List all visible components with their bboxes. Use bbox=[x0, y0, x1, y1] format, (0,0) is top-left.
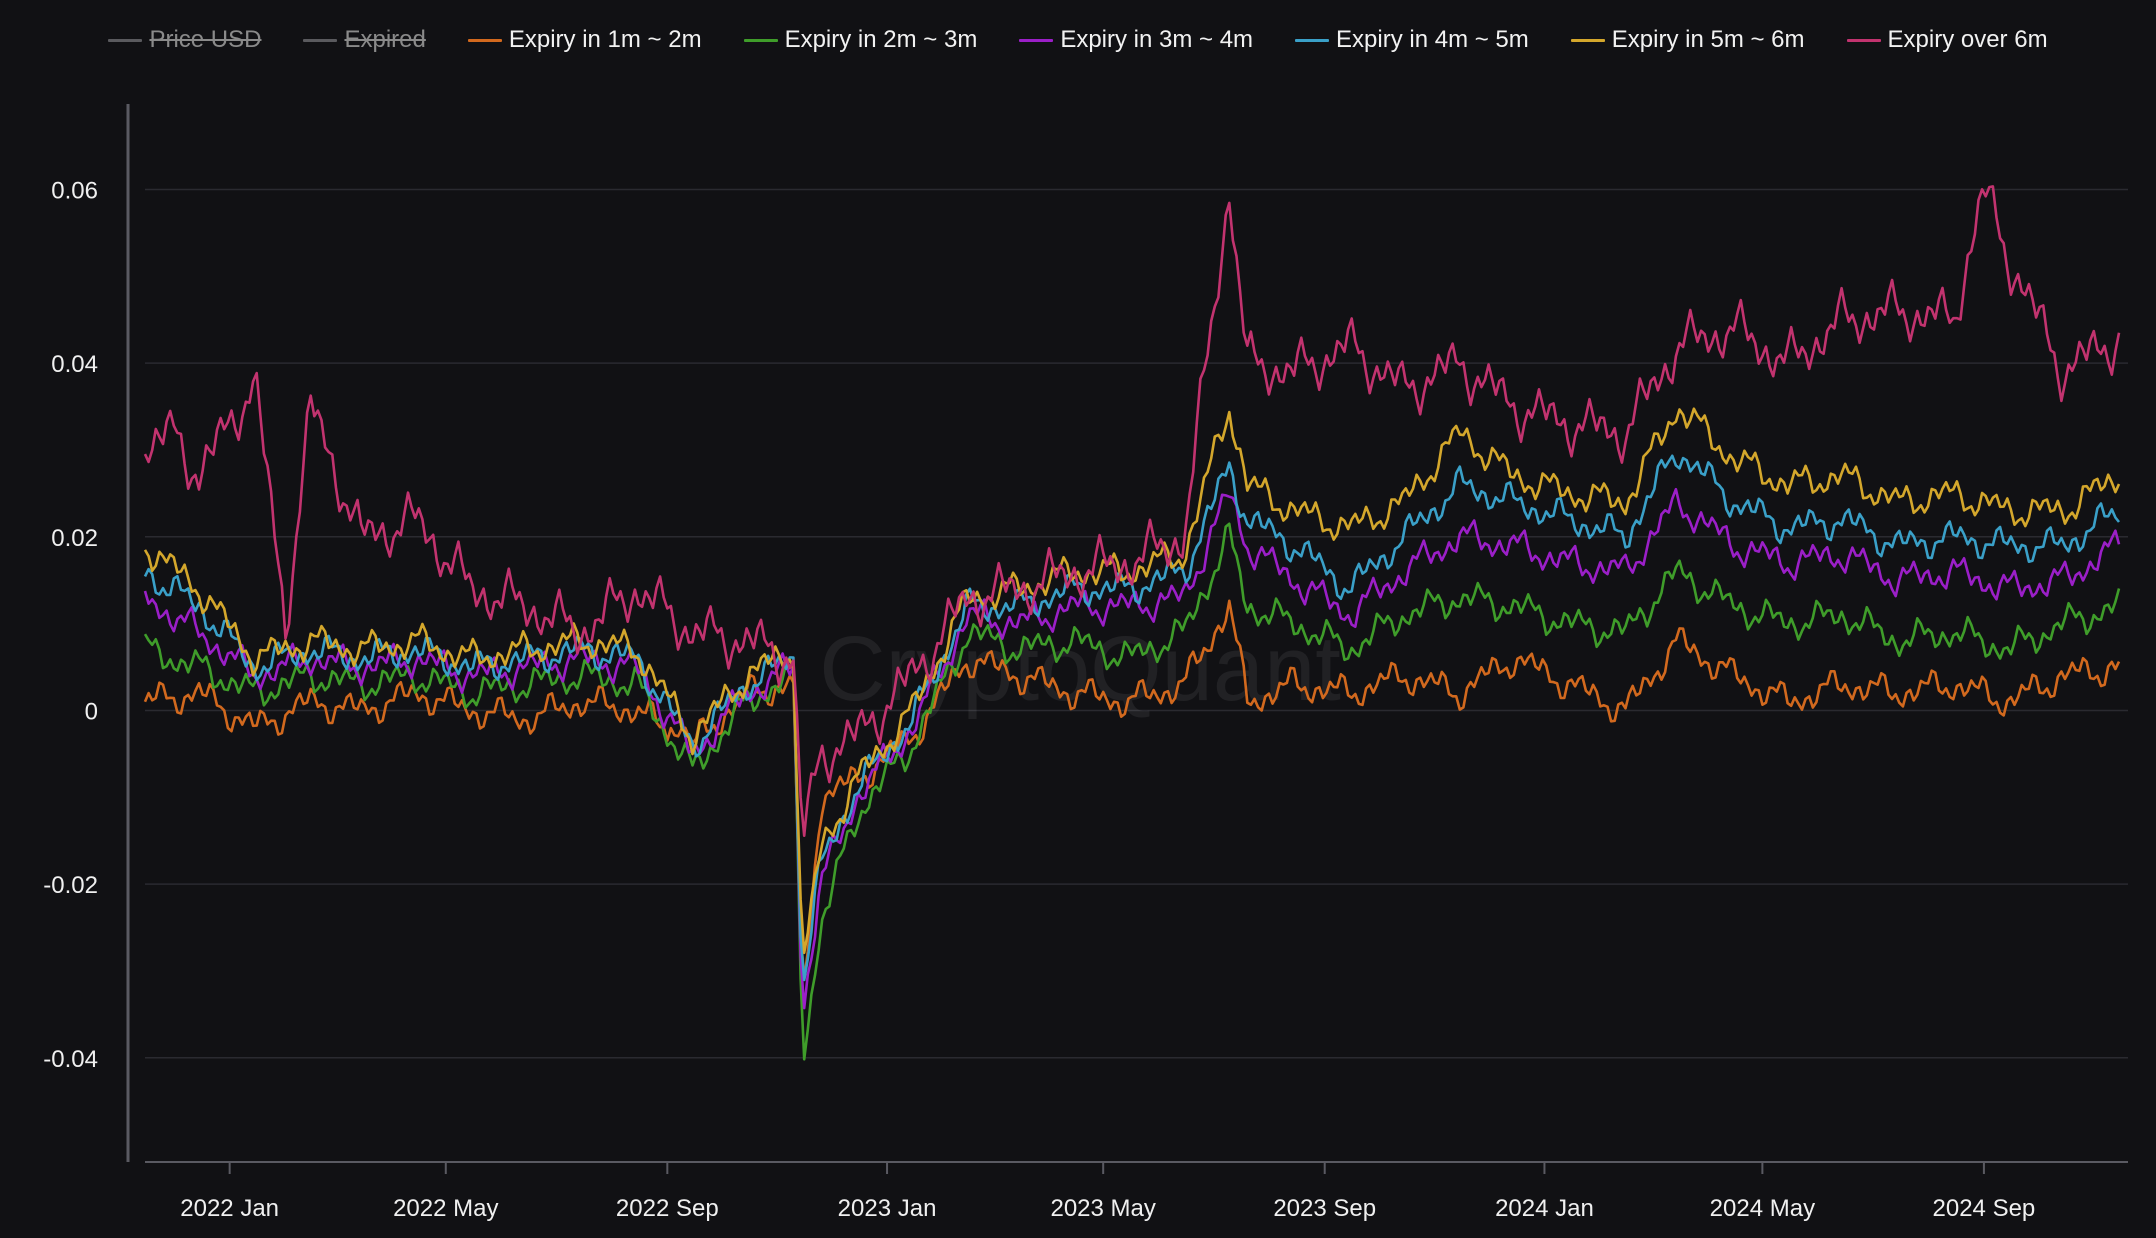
y-tick-label: 0 bbox=[85, 698, 98, 725]
legend-swatch bbox=[743, 38, 778, 42]
legend-item-expiry-in-4m-5m[interactable]: Expiry in 4m ~ 5m bbox=[1295, 26, 1529, 54]
grid-lines bbox=[145, 188, 2128, 1059]
legend-swatch bbox=[1019, 38, 1054, 42]
legend-item-expired[interactable]: Expired bbox=[303, 26, 426, 54]
y-tick-label: 0.06 bbox=[51, 177, 98, 204]
x-tick-label: 2024 Jan bbox=[1495, 1195, 1594, 1222]
series-line-expiry-in-2m-3m bbox=[143, 522, 2121, 1061]
legend-item-expiry-in-1m-2m[interactable]: Expiry in 1m ~ 2m bbox=[467, 26, 702, 54]
x-tick-label: 2023 Sep bbox=[1273, 1195, 1376, 1222]
x-tick-label: 2023 May bbox=[1050, 1195, 1155, 1222]
legend-swatch bbox=[1570, 38, 1605, 42]
legend-item-expiry-in-2m-3m[interactable]: Expiry in 2m ~ 3m bbox=[743, 26, 978, 54]
series-line-expiry-in-3m-4m bbox=[143, 487, 2121, 1010]
x-tick-label: 2024 May bbox=[1710, 1195, 1815, 1222]
y-tick-labels: -0.04 -0.02 0 0.02 0.04 0.06 bbox=[43, 177, 98, 1072]
x-tick-label: 2022 Jan bbox=[180, 1195, 279, 1222]
series-lines bbox=[143, 185, 2121, 1061]
legend-swatch bbox=[1295, 38, 1330, 42]
legend-label: Expiry in 2m ~ 3m bbox=[784, 26, 978, 53]
legend-item-expiry-over-6m[interactable]: Expiry over 6m bbox=[1846, 26, 2048, 54]
legend-label: Expiry in 4m ~ 5m bbox=[1336, 26, 1529, 53]
legend-item-expiry-in-3m-4m[interactable]: Expiry in 3m ~ 4m bbox=[1019, 26, 1253, 54]
legend-item-expiry-in-5m-6m[interactable]: Expiry in 5m ~ 6m bbox=[1570, 26, 1805, 54]
x-tick-labels: 2022 Jan 2022 May 2022 Sep 2023 Jan 2023 May… bbox=[180, 1162, 2035, 1222]
legend-label: Expiry over 6m bbox=[1887, 26, 2048, 53]
legend-label: Price USD bbox=[149, 26, 262, 53]
x-tick-label: 2024 Sep bbox=[1933, 1195, 2036, 1222]
legend-item-price-usd[interactable]: Price USD bbox=[108, 26, 261, 54]
y-tick-label: 0.04 bbox=[51, 351, 98, 378]
x-tick-label: 2022 May bbox=[393, 1195, 498, 1222]
legend-label: Expiry in 5m ~ 6m bbox=[1611, 26, 1805, 53]
series-line-expiry-in-1m-2m bbox=[143, 599, 2121, 981]
legend-swatch bbox=[467, 38, 502, 42]
legend-swatch bbox=[1846, 38, 1881, 42]
series-line-expiry-over-6m bbox=[143, 185, 2121, 837]
legend-label: Expiry in 1m ~ 2m bbox=[508, 26, 702, 53]
legend-swatch bbox=[108, 38, 143, 42]
axes bbox=[126, 104, 2128, 1163]
x-tick-label: 2022 Sep bbox=[616, 1195, 719, 1222]
y-tick-label: 0.02 bbox=[51, 525, 98, 552]
legend-label: Expired bbox=[344, 26, 426, 53]
y-tick-label: -0.04 bbox=[43, 1046, 98, 1073]
legend-label: Expiry in 3m ~ 4m bbox=[1060, 26, 1254, 53]
legend: Price USD Expired Expiry in 1m ~ 2m Expiry … bbox=[0, 0, 2156, 80]
legend-swatch bbox=[303, 38, 338, 42]
x-tick-label: 2023 Jan bbox=[838, 1195, 937, 1222]
y-tick-label: -0.02 bbox=[43, 872, 98, 899]
